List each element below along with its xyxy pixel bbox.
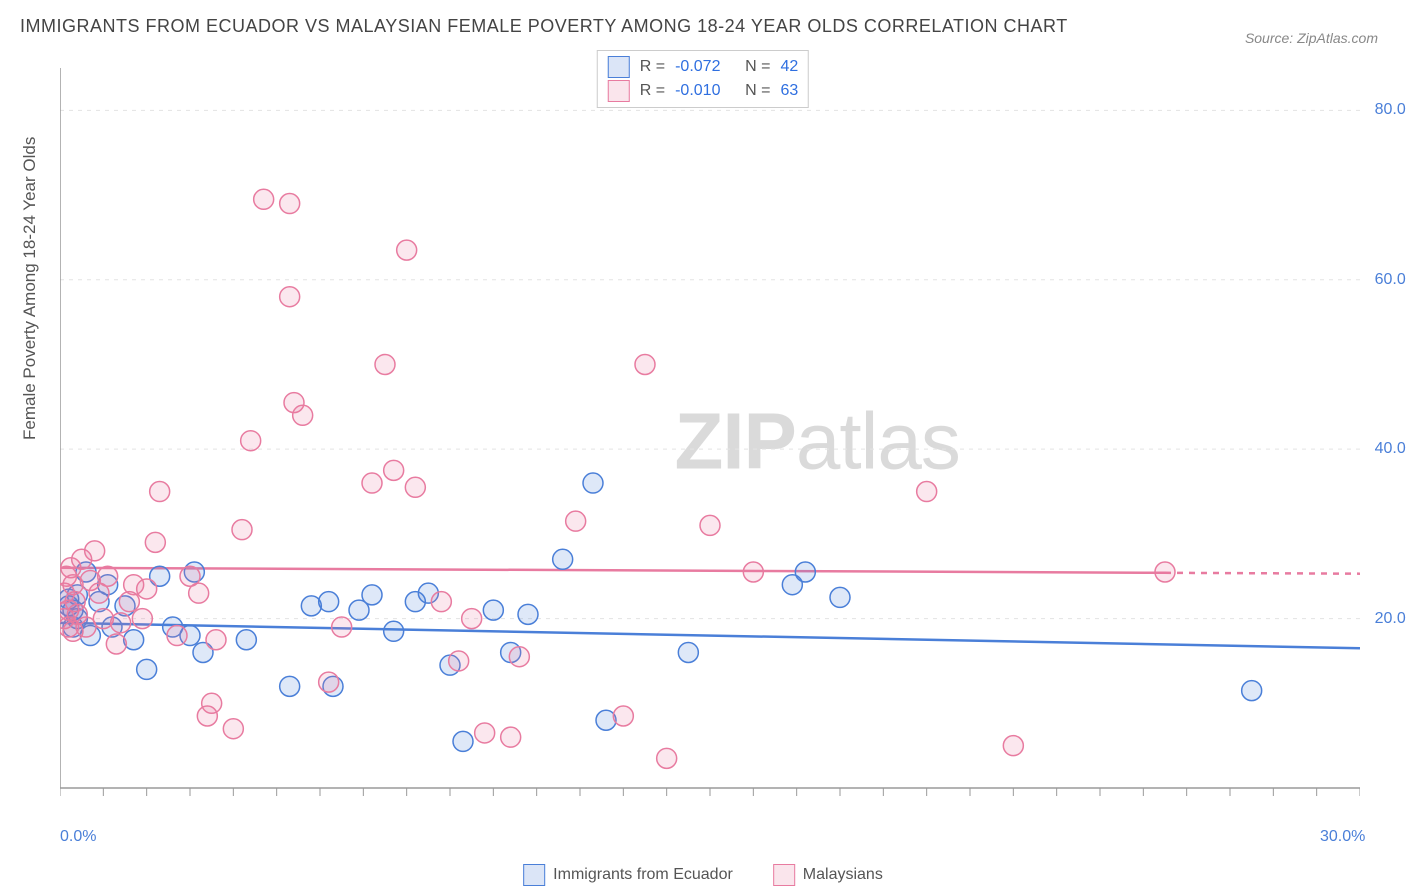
scatter-plot bbox=[60, 48, 1360, 828]
x-tick-label: 0.0% bbox=[60, 828, 96, 846]
chart-area: 20.0%40.0%60.0%80.0%0.0%30.0% bbox=[60, 48, 1360, 818]
legend-swatch bbox=[523, 864, 545, 886]
y-tick-label: 80.0% bbox=[1375, 101, 1406, 119]
legend-top: R = -0.072 N = 42 R = -0.010 N = 63 bbox=[597, 50, 809, 108]
x-tick-label: 30.0% bbox=[1320, 828, 1365, 846]
legend-bottom-item: Malaysians bbox=[773, 864, 883, 886]
legend-swatch bbox=[773, 864, 795, 886]
series-name: Malaysians bbox=[803, 866, 883, 884]
y-tick-label: 60.0% bbox=[1375, 271, 1406, 289]
legend-R-value: -0.072 bbox=[675, 55, 735, 79]
legend-R-value: -0.010 bbox=[675, 79, 735, 103]
source-attribution: Source: ZipAtlas.com bbox=[1245, 30, 1378, 46]
legend-R-label: R = bbox=[640, 79, 665, 103]
series-name: Immigrants from Ecuador bbox=[553, 866, 733, 884]
legend-N-label: N = bbox=[745, 79, 770, 103]
legend-row: R = -0.010 N = 63 bbox=[608, 79, 798, 103]
source-label: Source: bbox=[1245, 30, 1297, 46]
y-axis-label: Female Poverty Among 18-24 Year Olds bbox=[20, 137, 40, 440]
legend-bottom: Immigrants from Ecuador Malaysians bbox=[523, 864, 883, 886]
y-tick-label: 20.0% bbox=[1375, 610, 1406, 628]
legend-swatch bbox=[608, 80, 630, 102]
y-tick-label: 40.0% bbox=[1375, 440, 1406, 458]
legend-row: R = -0.072 N = 42 bbox=[608, 55, 798, 79]
legend-N-label: N = bbox=[745, 55, 770, 79]
legend-bottom-item: Immigrants from Ecuador bbox=[523, 864, 733, 886]
source-link[interactable]: ZipAtlas.com bbox=[1297, 30, 1378, 46]
legend-N-value: 63 bbox=[780, 79, 798, 103]
legend-swatch bbox=[608, 56, 630, 78]
chart-title: IMMIGRANTS FROM ECUADOR VS MALAYSIAN FEM… bbox=[20, 16, 1068, 37]
legend-N-value: 42 bbox=[780, 55, 798, 79]
legend-R-label: R = bbox=[640, 55, 665, 79]
